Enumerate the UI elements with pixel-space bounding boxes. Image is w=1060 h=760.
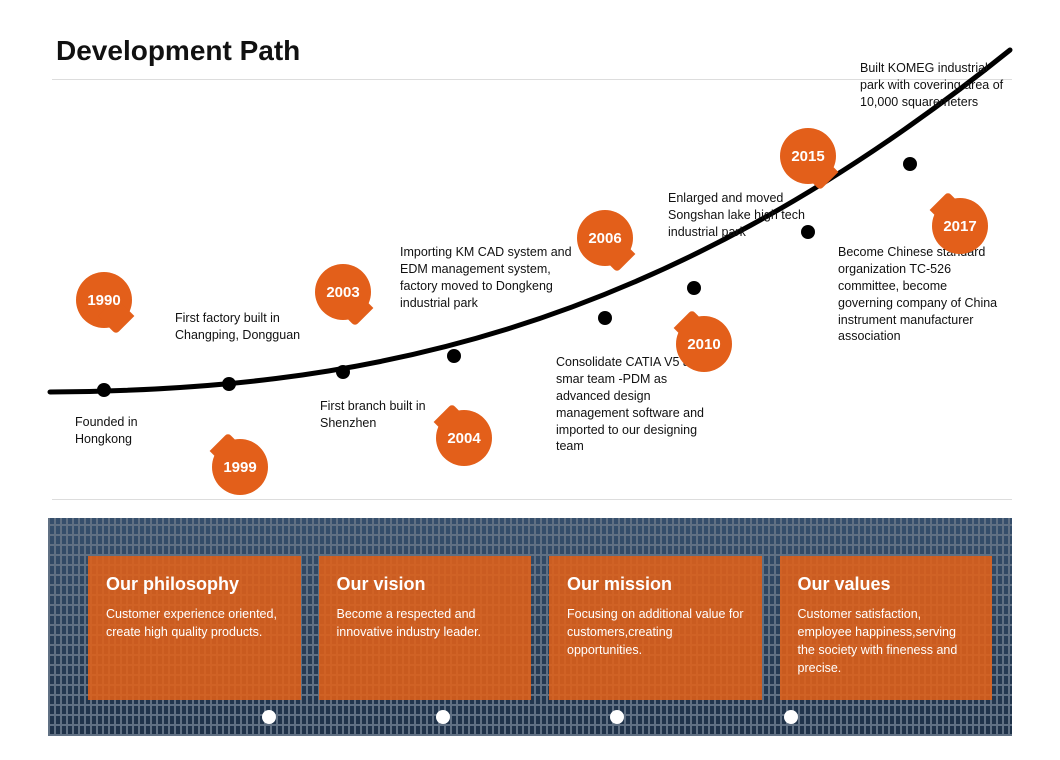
value-card-body: Customer experience oriented, create hig… [106, 605, 283, 641]
value-card-title: Our mission [567, 574, 744, 595]
year-pin-2010: 2010 [676, 316, 732, 372]
milestone-desc-1999: First factory built in Changping, Donggu… [175, 310, 315, 344]
year-pin-1999: 1999 [212, 439, 268, 495]
banner-pagination-dots [48, 710, 1012, 724]
milestone-desc-1990: Founded in Hongkong [75, 414, 190, 448]
timeline-dot-1999 [222, 377, 236, 391]
timeline-dot-2015 [801, 225, 815, 239]
year-label: 2010 [687, 336, 720, 353]
year-pin-2015: 2015 [780, 128, 836, 184]
value-card-title: Our philosophy [106, 574, 283, 595]
year-pin-2017: 2017 [932, 198, 988, 254]
milestone-desc-2017: Built KOMEG industrial park with coverin… [860, 60, 1010, 111]
year-label: 2017 [943, 218, 976, 235]
milestone-desc-2003: First branch built in Shenzhen [320, 398, 450, 432]
value-card: Our values Customer satisfaction, employe… [780, 556, 993, 700]
year-label: 1990 [87, 292, 120, 309]
year-label: 1999 [223, 459, 256, 476]
value-card-title: Our values [798, 574, 975, 595]
timeline-dot-2010 [687, 281, 701, 295]
year-label: 2003 [326, 284, 359, 301]
year-pin-2006: 2006 [577, 210, 633, 266]
banner-dot[interactable] [784, 710, 798, 724]
value-card-body: Focusing on additional value for custome… [567, 605, 744, 659]
year-label: 2015 [791, 148, 824, 165]
year-label: 2004 [447, 430, 480, 447]
timeline-dot-2006 [598, 311, 612, 325]
timeline-section: Development Path 1990Founded in Hongkong… [0, 0, 1060, 520]
timeline-dot-1990 [97, 383, 111, 397]
value-card-title: Our vision [337, 574, 514, 595]
banner-dot[interactable] [610, 710, 624, 724]
value-card: Our philosophy Customer experience orient… [88, 556, 301, 700]
timeline-dot-2017 [903, 157, 917, 171]
milestone-desc-2015: Become Chinese standard organization TC-… [838, 244, 998, 345]
banner-dot[interactable] [262, 710, 276, 724]
year-label: 2006 [588, 230, 621, 247]
year-pin-2003: 2003 [315, 264, 371, 320]
value-card-body: Customer satisfaction, employee happines… [798, 605, 975, 678]
timeline-dot-2004 [447, 349, 461, 363]
value-cards-row: Our philosophy Customer experience orient… [88, 556, 992, 700]
banner-dot[interactable] [436, 710, 450, 724]
year-pin-1990: 1990 [76, 272, 132, 328]
value-card: Our vision Become a respected and innovat… [319, 556, 532, 700]
values-banner: Our philosophy Customer experience orient… [48, 518, 1012, 736]
value-card: Our mission Focusing on additional value … [549, 556, 762, 700]
value-card-body: Become a respected and innovative indust… [337, 605, 514, 641]
year-pin-2004: 2004 [436, 410, 492, 466]
milestone-desc-2004: Importing KM CAD system and EDM manageme… [400, 244, 575, 312]
timeline-dot-2003 [336, 365, 350, 379]
